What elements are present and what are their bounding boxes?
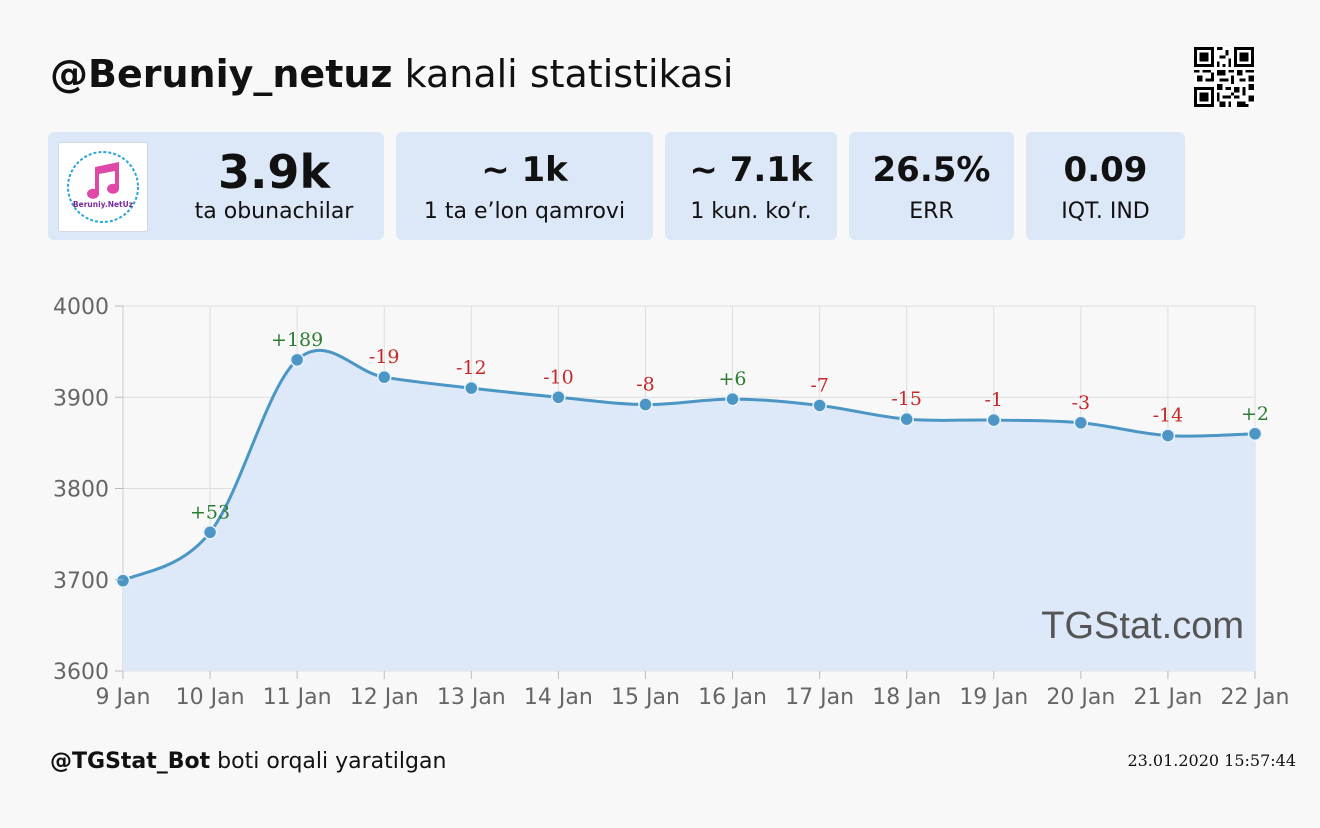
subscribers-card: Beruniy.NetUz 3.9k ta obunachilar: [48, 132, 384, 240]
data-point[interactable]: [376, 369, 392, 385]
data-point[interactable]: [638, 397, 653, 412]
reach-value: ~ 1k: [481, 150, 568, 190]
y-tick-label: 3700: [53, 569, 109, 594]
data-point[interactable]: [115, 573, 131, 588]
citation-index-value: 0.09: [1063, 150, 1148, 190]
channel-avatar[interactable]: Beruniy.NetUz: [58, 142, 148, 232]
data-point[interactable]: [812, 398, 827, 413]
data-point[interactable]: [551, 390, 566, 405]
x-tick-label: 10 Jan: [176, 685, 245, 710]
citation-index-card: 0.09 IQT. IND: [1026, 132, 1185, 240]
data-point[interactable]: [1247, 426, 1263, 441]
chart-line: [122, 348, 1256, 583]
y-axis: 4000 3900 3800 3700 3600: [53, 295, 123, 685]
bot-link[interactable]: @TGStat_Bot: [50, 749, 211, 774]
err-card: 26.5% ERR: [849, 132, 1014, 240]
watermark: TGStat.com: [1041, 605, 1244, 647]
x-axis: 9 Jan 10 Jan 11 Jan 12 Jan 13 Jan 14 Jan 15 Ja…: [96, 671, 1290, 710]
chart-points: [115, 352, 1263, 588]
x-tick-label: 19 Jan: [959, 685, 1028, 710]
data-point[interactable]: [986, 412, 1002, 428]
data-point[interactable]: [725, 391, 740, 407]
data-point[interactable]: [1160, 428, 1176, 443]
delta-label: -14: [1153, 405, 1184, 427]
x-tick-label: 17 Jan: [785, 685, 854, 710]
delta-label: -1: [985, 389, 1004, 411]
x-tick-label: 21 Jan: [1133, 685, 1202, 710]
delta-label: -19: [369, 346, 400, 368]
subscribers-value: 3.9k: [217, 145, 331, 199]
data-point[interactable]: [202, 525, 218, 540]
x-tick-label: 15 Jan: [611, 685, 680, 710]
chart-area-fill: [123, 350, 1255, 671]
delta-label: +53: [190, 501, 230, 523]
daily-views-value: ~ 7.1k: [689, 150, 813, 190]
channel-handle[interactable]: @Beruniy_netuz: [50, 52, 393, 96]
delta-label: +2: [1241, 403, 1269, 425]
delta-label: -3: [1072, 392, 1091, 414]
chart-delta-labels: +53 +189 -19 -12 -10 -8 +6 -7 -15 -1 -3 -14 +2: [190, 329, 1269, 523]
music-note-icon: [87, 162, 119, 199]
daily-views-label: 1 kun. ko‘r.: [690, 199, 812, 224]
delta-label: -8: [636, 374, 655, 396]
subscribers-label: ta obunachilar: [194, 199, 354, 224]
citation-index-label: IQT. IND: [1061, 199, 1150, 224]
err-value: 26.5%: [872, 150, 991, 190]
timestamp: 23.01.2020 15:57:44: [1127, 751, 1296, 770]
delta-label: +189: [271, 329, 323, 351]
data-point[interactable]: [899, 411, 914, 427]
page-title: @Beruniy_netuz kanali statistikasi: [50, 50, 734, 98]
qr-code-icon[interactable]: [1194, 47, 1254, 107]
y-tick-label: 3600: [53, 660, 109, 685]
avatar-text: Beruniy.NetUz: [73, 200, 133, 209]
x-tick-label: 14 Jan: [524, 685, 593, 710]
reach-label: 1 ta e’lon qamrovi: [423, 199, 626, 224]
daily-views-card: ~ 7.1k 1 kun. ko‘r.: [665, 132, 837, 240]
x-tick-label: 12 Jan: [350, 685, 419, 710]
reach-card: ~ 1k 1 ta e’lon qamrovi: [396, 132, 653, 240]
x-tick-label: 20 Jan: [1046, 685, 1115, 710]
delta-label: -10: [543, 366, 574, 388]
x-tick-label: 22 Jan: [1221, 685, 1290, 710]
delta-label: -7: [810, 374, 829, 396]
err-label: ERR: [909, 199, 954, 224]
delta-label: -15: [891, 388, 922, 410]
data-point[interactable]: [464, 380, 479, 396]
x-tick-label: 11 Jan: [263, 685, 332, 710]
x-tick-label: 18 Jan: [872, 685, 941, 710]
footer-text: boti orqali yaratilgan: [210, 749, 447, 774]
footer-credit: @TGStat_Bot boti orqali yaratilgan: [50, 748, 446, 776]
y-tick-label: 3900: [53, 386, 109, 411]
data-point[interactable]: [1073, 415, 1089, 431]
x-tick-label: 16 Jan: [698, 685, 767, 710]
y-tick-label: 4000: [53, 295, 109, 320]
x-tick-label: 13 Jan: [437, 685, 506, 710]
x-tick-label: 9 Jan: [96, 685, 151, 710]
delta-label: +6: [719, 368, 747, 390]
delta-label: -12: [456, 357, 487, 379]
data-point[interactable]: [289, 352, 305, 368]
subscribers-chart: TGStat.com +53 +189 -19 -12 -10 -8 +6 -7 -15 -1 -3…: [53, 295, 1290, 710]
title-suffix: kanali statistikasi: [392, 52, 734, 96]
y-tick-label: 3800: [53, 478, 109, 503]
